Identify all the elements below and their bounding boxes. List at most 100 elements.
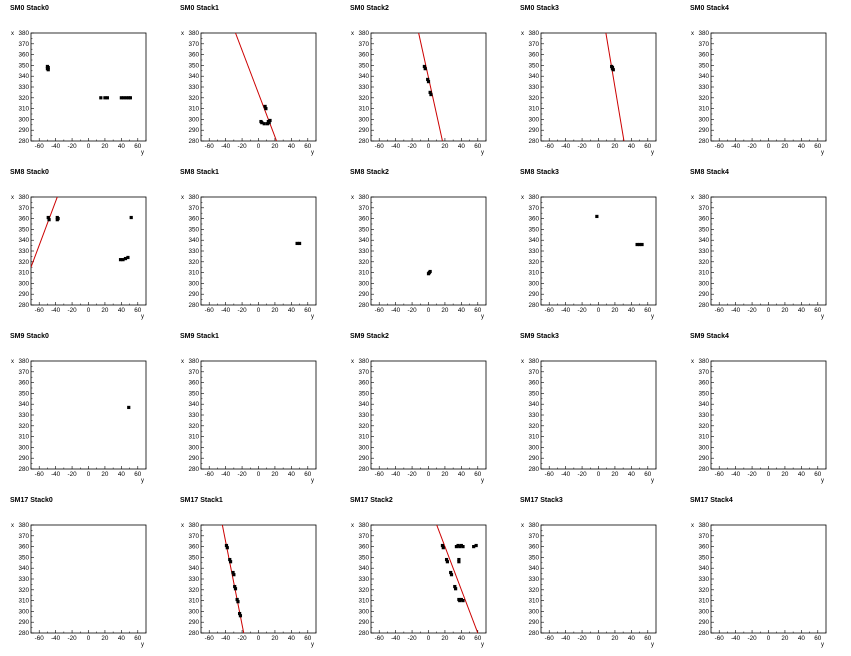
hit-point	[238, 611, 242, 616]
y-tick-label: 310	[358, 598, 369, 605]
y-tick-label: 330	[188, 576, 199, 583]
y-tick-label: 280	[358, 138, 369, 145]
x-tick-label: -20	[748, 471, 758, 478]
hit-point	[454, 545, 459, 549]
y-axis-label: x	[691, 31, 694, 37]
x-tick-label: -20	[748, 635, 758, 642]
x-tick-label: -40	[561, 471, 571, 478]
x-tick-label: 20	[101, 471, 109, 478]
y-axis-label: x	[691, 195, 694, 201]
x-tick-label: -60	[375, 307, 385, 314]
x-tick-label: 40	[118, 143, 126, 150]
x-axis-label: y	[481, 150, 484, 156]
chart-title: SM9 Stack4	[690, 333, 729, 340]
x-tick-label: -60	[545, 143, 555, 150]
x-tick-label: -60	[715, 635, 725, 642]
x-tick-label: -40	[51, 635, 61, 642]
chart-panel: SM9 Stack2 280 290 300 310 320 330 340 350 360 370…	[340, 328, 510, 492]
x-tick-label: 0	[87, 635, 91, 642]
chart-panel: SM9 Stack0 280 290 300 310 320 330 340 350 360 370…	[0, 328, 170, 492]
chart-panel: SM9 Stack4 280 290 300 310 320 330 340 350 360 370…	[680, 328, 850, 492]
x-axis-label: y	[821, 150, 824, 156]
y-tick-label: 370	[18, 41, 29, 48]
y-tick-label: 300	[358, 280, 369, 287]
hit-point	[453, 584, 457, 589]
x-tick-label: 60	[134, 143, 142, 150]
x-tick-label: 60	[304, 471, 312, 478]
y-tick-label: 370	[358, 41, 369, 48]
hit-point	[224, 543, 229, 548]
y-tick-label: 290	[18, 291, 29, 298]
y-tick-label: 340	[188, 401, 199, 408]
y-tick-label: 300	[188, 444, 199, 451]
y-tick-label: 350	[358, 554, 369, 561]
y-tick-label: 320	[18, 95, 29, 102]
y-tick-label: 320	[698, 259, 709, 266]
x-tick-label: 60	[814, 307, 822, 314]
x-axis-label: y	[311, 314, 314, 320]
plot-area: 280 290 300 310 320 330 340 350 360 370 380 -60 -40-…	[11, 194, 147, 320]
x-tick-label: 0	[767, 143, 771, 150]
hit-point	[119, 96, 123, 100]
x-tick-label: 40	[458, 635, 466, 642]
y-tick-label: 360	[528, 544, 539, 551]
x-tick-label: 0	[597, 471, 601, 478]
y-tick-label: 280	[528, 466, 539, 473]
y-axis-label: x	[11, 523, 14, 529]
y-tick-label: 300	[698, 608, 709, 615]
chart-panel: SM8 Stack0 280 290 300 310 320 330 340 350 360 370…	[0, 164, 170, 328]
y-tick-label: 320	[18, 587, 29, 594]
hit-point	[474, 543, 478, 548]
y-tick-label: 360	[528, 380, 539, 387]
hit-point	[268, 118, 272, 123]
x-tick-label: -60	[205, 471, 215, 478]
y-tick-label: 340	[18, 237, 29, 244]
x-tick-label: 60	[304, 143, 312, 150]
y-tick-label: 320	[188, 95, 199, 102]
y-tick-label: 350	[528, 62, 539, 69]
y-tick-label: 290	[188, 291, 199, 298]
y-tick-label: 280	[18, 302, 29, 309]
y-tick-label: 350	[698, 226, 709, 233]
plot-area: 280 290 300 310 320 330 340 350 360 370 380 -60 -40-…	[351, 30, 487, 156]
plot-frame	[30, 524, 147, 634]
y-tick-label: 280	[188, 630, 199, 637]
x-tick-label: 40	[628, 635, 636, 642]
chart-title: SM17 Stack1	[180, 497, 223, 504]
y-tick-label: 350	[18, 226, 29, 233]
y-tick-label: 320	[358, 259, 369, 266]
y-axis-label: x	[181, 31, 184, 37]
y-tick-label: 300	[698, 444, 709, 451]
x-tick-label: 40	[288, 143, 296, 150]
x-tick-label: -40	[731, 143, 741, 150]
x-tick-label: 0	[767, 307, 771, 314]
x-tick-label: -60	[205, 635, 215, 642]
y-tick-label: 340	[18, 401, 29, 408]
y-tick-label: 320	[358, 95, 369, 102]
x-tick-label: 20	[611, 635, 619, 642]
hit-point	[46, 215, 50, 220]
y-tick-label: 300	[18, 280, 29, 287]
y-tick-label: 360	[188, 52, 199, 59]
y-tick-label: 320	[18, 259, 29, 266]
y-tick-label: 280	[358, 302, 369, 309]
y-tick-label: 380	[18, 194, 29, 201]
y-tick-label: 300	[18, 608, 29, 615]
hit-point	[595, 214, 599, 219]
x-tick-label: 40	[118, 471, 126, 478]
x-tick-label: -60	[35, 143, 45, 150]
x-axis-label: y	[141, 150, 144, 156]
hit-point	[232, 573, 236, 577]
hit-point	[426, 80, 431, 84]
x-tick-label: -60	[35, 471, 45, 478]
y-tick-label: 300	[358, 444, 369, 451]
x-tick-label: 0	[257, 471, 261, 478]
y-tick-label: 380	[528, 358, 539, 365]
hit-point	[428, 90, 432, 94]
x-tick-label: -20	[68, 307, 78, 314]
plot-content	[127, 405, 131, 410]
hit-point	[457, 557, 461, 562]
y-tick-label: 310	[18, 270, 29, 277]
y-tick-label: 320	[528, 423, 539, 430]
y-tick-label: 360	[528, 52, 539, 59]
